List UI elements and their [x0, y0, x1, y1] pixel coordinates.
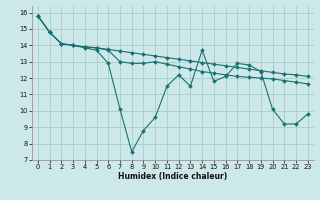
- X-axis label: Humidex (Indice chaleur): Humidex (Indice chaleur): [118, 172, 228, 181]
